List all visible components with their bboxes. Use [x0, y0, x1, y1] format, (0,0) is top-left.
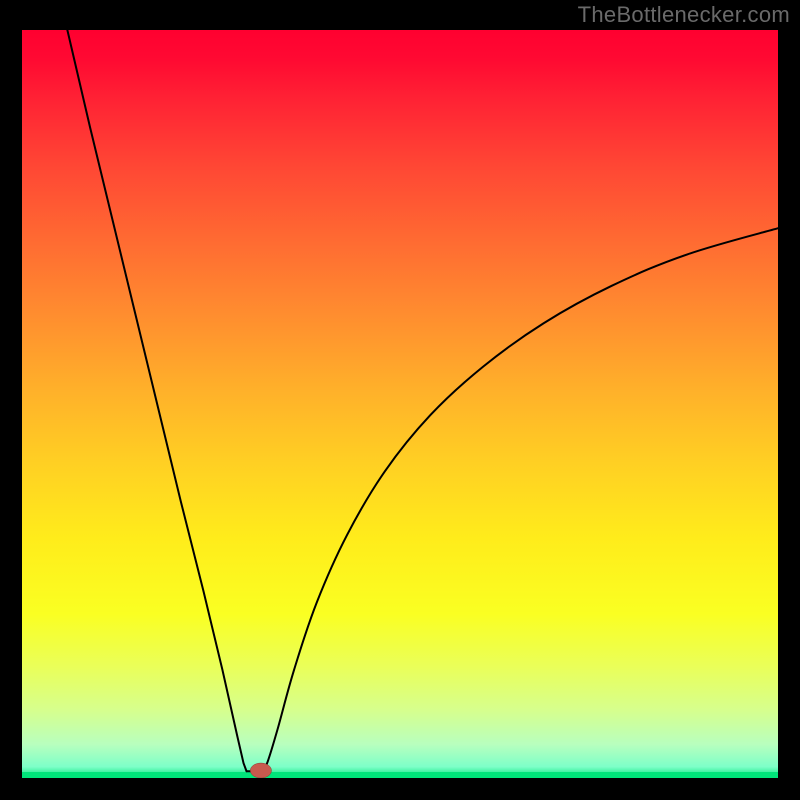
bottleneck-chart	[22, 30, 778, 778]
optimal-point-marker	[250, 763, 271, 778]
baseline-strip	[22, 772, 778, 778]
gradient-background	[22, 30, 778, 778]
watermark-text: TheBottlenecker.com	[578, 2, 790, 28]
plot-area	[22, 30, 778, 778]
chart-frame: TheBottlenecker.com	[0, 0, 800, 800]
